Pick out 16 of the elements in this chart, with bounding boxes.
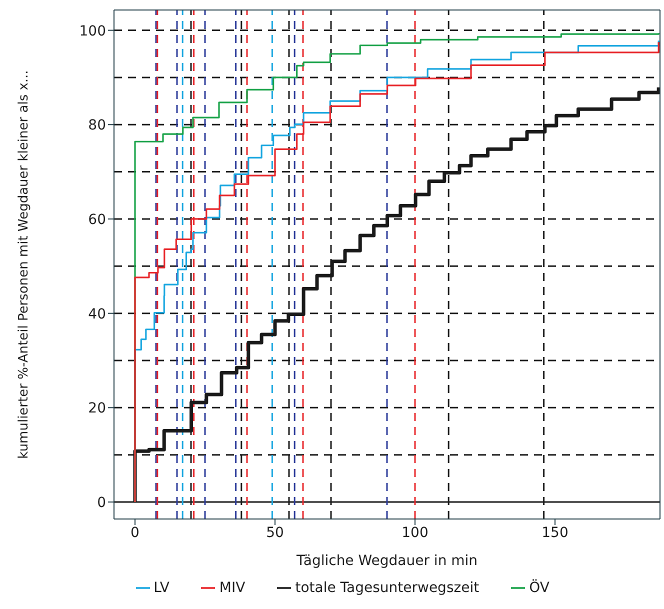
y-tick-label: 0 bbox=[97, 494, 106, 511]
x-tick-label: 150 bbox=[542, 524, 568, 541]
x-axis-title: Tägliche Wegdauer in min bbox=[295, 553, 478, 569]
legend-label: MIV bbox=[219, 580, 246, 596]
y-tick-label: 100 bbox=[79, 23, 106, 40]
legend-label: ÖV bbox=[529, 580, 550, 596]
x-tick-label: 100 bbox=[402, 524, 428, 541]
x-tick-label: 0 bbox=[130, 524, 140, 541]
x-tick-label: 50 bbox=[266, 524, 284, 541]
y-axis-title: kumulierter %-Anteil Personen mit Wegdauer kleiner als x... bbox=[16, 70, 32, 459]
legend-label: LV bbox=[154, 580, 170, 596]
y-tick-label: 40 bbox=[88, 306, 106, 322]
y-tick-label: 20 bbox=[88, 400, 106, 417]
y-tick-label: 60 bbox=[88, 212, 106, 228]
y-tick-label: 80 bbox=[88, 118, 106, 134]
legend-label: totale Tagesunterwegszeit bbox=[295, 580, 480, 596]
